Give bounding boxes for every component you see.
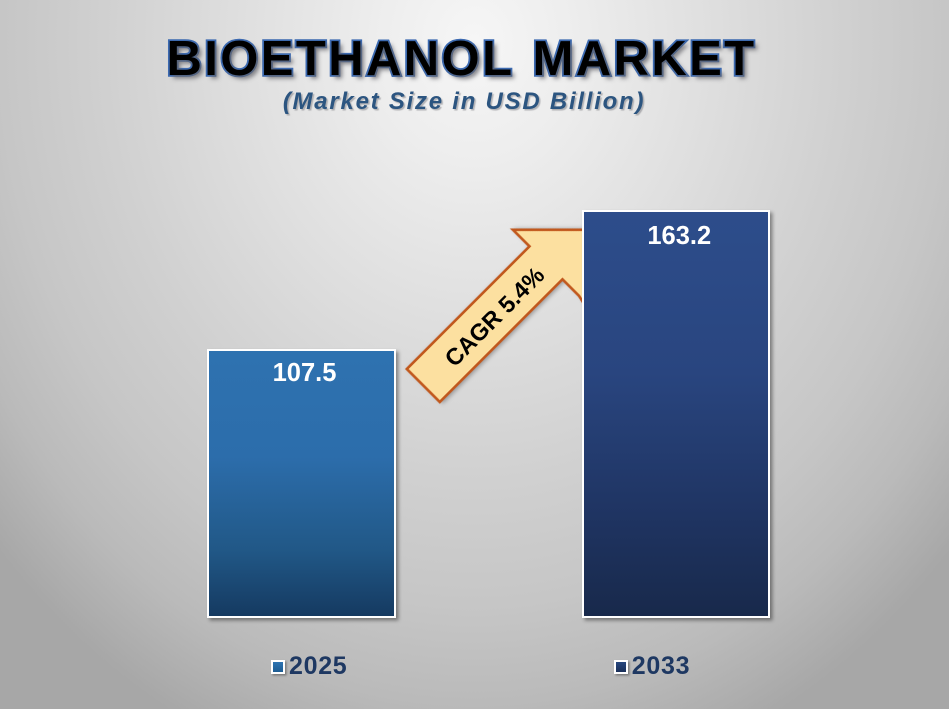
svg-text:CAGR 5.4%: CAGR 5.4% — [440, 262, 550, 372]
